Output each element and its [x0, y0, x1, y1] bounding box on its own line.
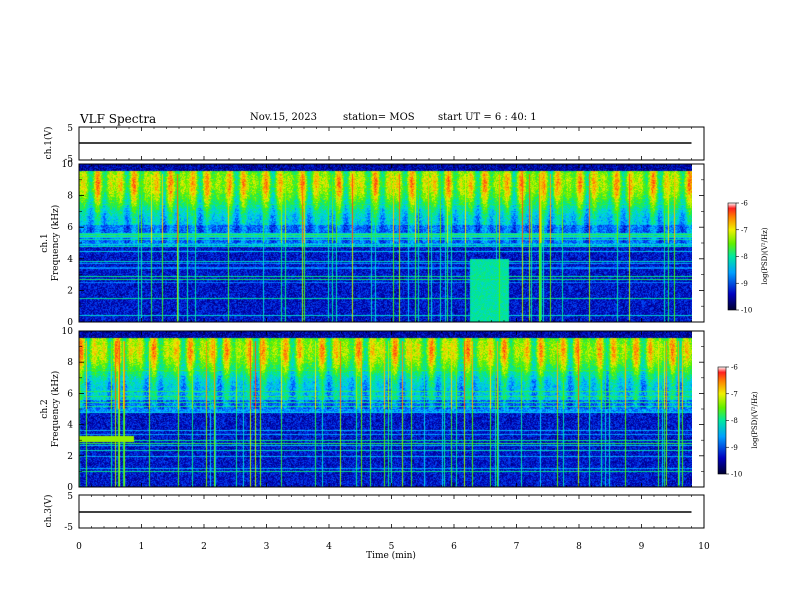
x-axis-label: Time (min): [366, 550, 416, 561]
ch1-ylabel: ch.1(V): [43, 127, 54, 160]
x-tick-label: 6: [451, 542, 457, 552]
y-tick-label: 2: [67, 286, 73, 296]
ch2-spectrogram-panel: ch.2 Frequency (kHz) 0 2 4 6 8 10: [40, 327, 705, 493]
ch2-channel-label: ch.2: [40, 399, 50, 418]
x-tick-label: 10: [698, 542, 710, 552]
colorbar-tick-label: -9: [741, 280, 748, 288]
ch1-colorbar-label: log(PSD)(V²/Hz): [761, 227, 769, 284]
colorbar-tick-label: -9: [731, 444, 738, 452]
y-tick-label: 0: [67, 483, 73, 493]
ch1-ytick-bottom: -5: [64, 155, 73, 165]
x-tick-label: 2: [201, 542, 207, 552]
ch3-ylabel: ch.3(V): [43, 495, 54, 528]
ch1-waveform-panel: 5 -5 ch.1(V): [43, 124, 705, 165]
ch2-freq-label: Frequency (kHz): [50, 371, 61, 448]
ch1-channel-label: ch.1: [40, 233, 50, 252]
colorbar-tick-label: -7: [741, 226, 748, 234]
y-tick-label: 4: [67, 255, 73, 265]
ch2-colorbar-label: log(PSD)(V²/Hz): [751, 391, 759, 448]
y-tick-label: 8: [67, 358, 73, 368]
ch1-colorbar: -6 -7 -8 -9 -10 log(PSD)(V²/Hz): [727, 200, 769, 315]
x-tick-label: 1: [139, 542, 145, 552]
station-label: station= MOS: [343, 112, 415, 123]
y-tick-label: 4: [67, 421, 73, 431]
recording-date: Nov.15, 2023: [250, 112, 317, 123]
x-tick-label: 4: [326, 542, 332, 552]
y-tick-label: 6: [67, 223, 73, 233]
ch3-ytick-top: 5: [67, 492, 73, 502]
ch1-spectrogram-image: [79, 164, 692, 322]
colorbar-tick-label: -6: [741, 200, 748, 208]
colorbar-tick-label: -8: [741, 253, 748, 261]
colorbar-tick-label: -10: [741, 307, 752, 315]
colorbar-tick-label: -6: [731, 364, 738, 372]
x-tick-label: 3: [264, 542, 270, 552]
ch2-colorbar: -6 -7 -8 -9 -10 log(PSD)(V²/Hz): [717, 364, 759, 479]
x-tick-label: 8: [576, 542, 582, 552]
y-tick-label: 10: [62, 160, 74, 170]
y-tick-label: 8: [67, 192, 73, 202]
ch3-waveform-panel: 5 -5 ch.3(V): [43, 492, 705, 533]
x-tick-label: 7: [514, 542, 520, 552]
y-tick-label: 6: [67, 389, 73, 399]
ch2-yticks: 0 2 4 6 8 10: [62, 327, 704, 493]
ch3-ytick-bottom: -5: [64, 523, 73, 533]
ch1-ytick-top: 5: [67, 124, 73, 134]
ch1-yticks: 0 2 4 6 8 10: [62, 160, 704, 328]
x-tick-label: 9: [639, 542, 645, 552]
ch1-freq-label: Frequency (kHz): [50, 205, 61, 282]
colorbar-tick-label: -8: [731, 417, 738, 425]
x-tick-label: 5: [389, 542, 395, 552]
y-tick-label: 2: [67, 452, 73, 462]
y-tick-label: 10: [62, 327, 74, 337]
y-tick-label: 0: [67, 318, 73, 328]
x-axis-ticks: 0 1 2 3 4 5 6 7 8 9 10: [76, 127, 710, 552]
chart-title: VLF Spectra: [80, 112, 157, 126]
ch1-spectrogram-panel: ch.1 Frequency (kHz) 0 2 4 6 8 10: [40, 160, 705, 328]
ch2-spectrogram-image: [79, 331, 692, 487]
start-ut-label: start UT = 6 : 40: 1: [438, 112, 537, 123]
colorbar-tick-label: -10: [731, 471, 742, 479]
x-tick-label: 0: [76, 542, 82, 552]
colorbar-tick-label: -7: [731, 390, 738, 398]
